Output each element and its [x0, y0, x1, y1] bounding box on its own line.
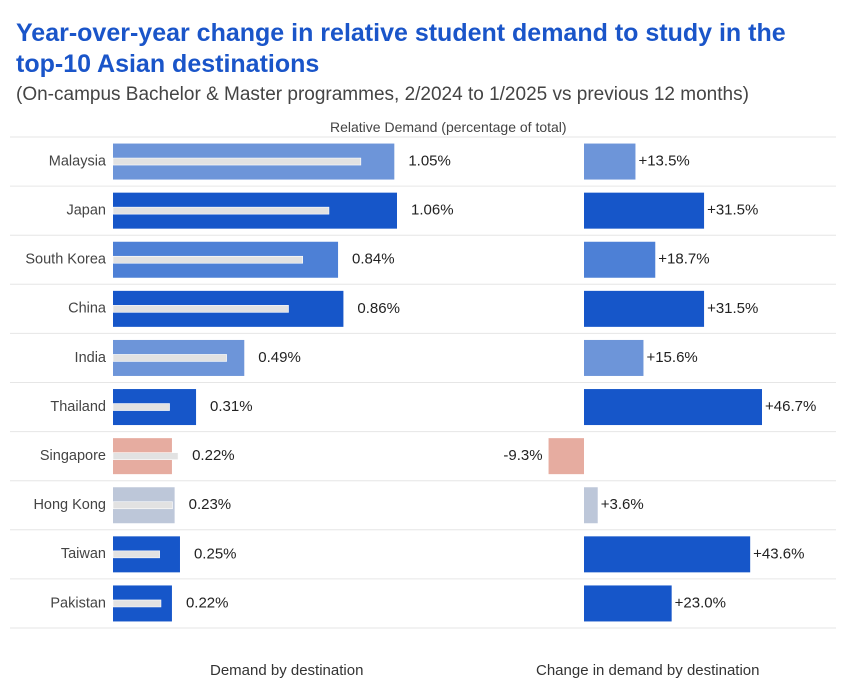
change-bar — [548, 438, 584, 475]
category-label: Pakistan — [50, 595, 106, 611]
previous-demand-bar — [112, 157, 362, 166]
demand-value-label: 1.06% — [411, 202, 454, 219]
category-label: Hong Kong — [33, 497, 106, 513]
change-panel-caption: Change in demand by destination — [536, 662, 760, 679]
category-label: China — [68, 301, 107, 317]
change-bar — [584, 241, 656, 278]
previous-demand-bar — [112, 354, 227, 362]
category-label: Taiwan — [61, 546, 106, 562]
category-label: Japan — [66, 202, 106, 218]
previous-demand-bar — [112, 255, 303, 264]
x-axis-label: Relative Demand (percentage of total) — [330, 119, 567, 135]
category-label: Malaysia — [49, 153, 107, 169]
change-bar — [584, 290, 705, 327]
change-bar — [584, 143, 636, 180]
previous-demand-bar — [112, 305, 289, 313]
demand-value-label: 0.49% — [258, 349, 301, 366]
change-bar — [584, 389, 762, 426]
category-label: Thailand — [50, 399, 106, 415]
chart-title: Year-over-year change in relative studen… — [16, 19, 786, 78]
demand-value-label: 0.31% — [210, 398, 253, 415]
change-bar — [584, 192, 705, 229]
change-bar — [584, 536, 751, 573]
change-bar — [584, 487, 598, 524]
demand-panel-caption: Demand by destination — [210, 662, 364, 679]
change-value-label: +43.6% — [753, 545, 804, 562]
previous-demand-bar — [112, 550, 160, 559]
change-value-label: +23.0% — [675, 594, 726, 611]
demand-value-label: 0.23% — [189, 496, 232, 513]
change-value-label: +18.7% — [658, 251, 709, 268]
demand-value-label: 0.22% — [192, 447, 235, 464]
change-value-label: +31.5% — [707, 300, 758, 317]
demand-value-label: 0.84% — [352, 251, 395, 268]
change-value-label: +46.7% — [765, 398, 816, 415]
demand-value-label: 0.22% — [186, 594, 229, 611]
demand-value-label: 1.05% — [408, 153, 451, 170]
change-bar — [584, 339, 644, 376]
change-bar — [584, 585, 672, 622]
category-label: Singapore — [40, 448, 106, 464]
category-label: India — [75, 350, 107, 366]
change-value-label: +15.6% — [646, 349, 697, 366]
change-value-label: -9.3% — [503, 447, 542, 464]
demand-value-label: 0.25% — [194, 545, 237, 562]
change-value-label: +31.5% — [707, 202, 758, 219]
category-label: South Korea — [25, 252, 107, 268]
change-value-label: +13.5% — [638, 153, 689, 170]
previous-demand-bar — [112, 599, 162, 608]
demand-value-label: 0.86% — [357, 300, 400, 317]
change-value-label: +3.6% — [601, 496, 644, 513]
previous-demand-bar — [112, 206, 330, 215]
previous-demand-bar — [112, 452, 179, 460]
previous-demand-bar — [112, 501, 173, 510]
previous-demand-bar — [112, 403, 170, 411]
chart-subtitle: (On-campus Bachelor & Master programmes,… — [16, 84, 749, 105]
